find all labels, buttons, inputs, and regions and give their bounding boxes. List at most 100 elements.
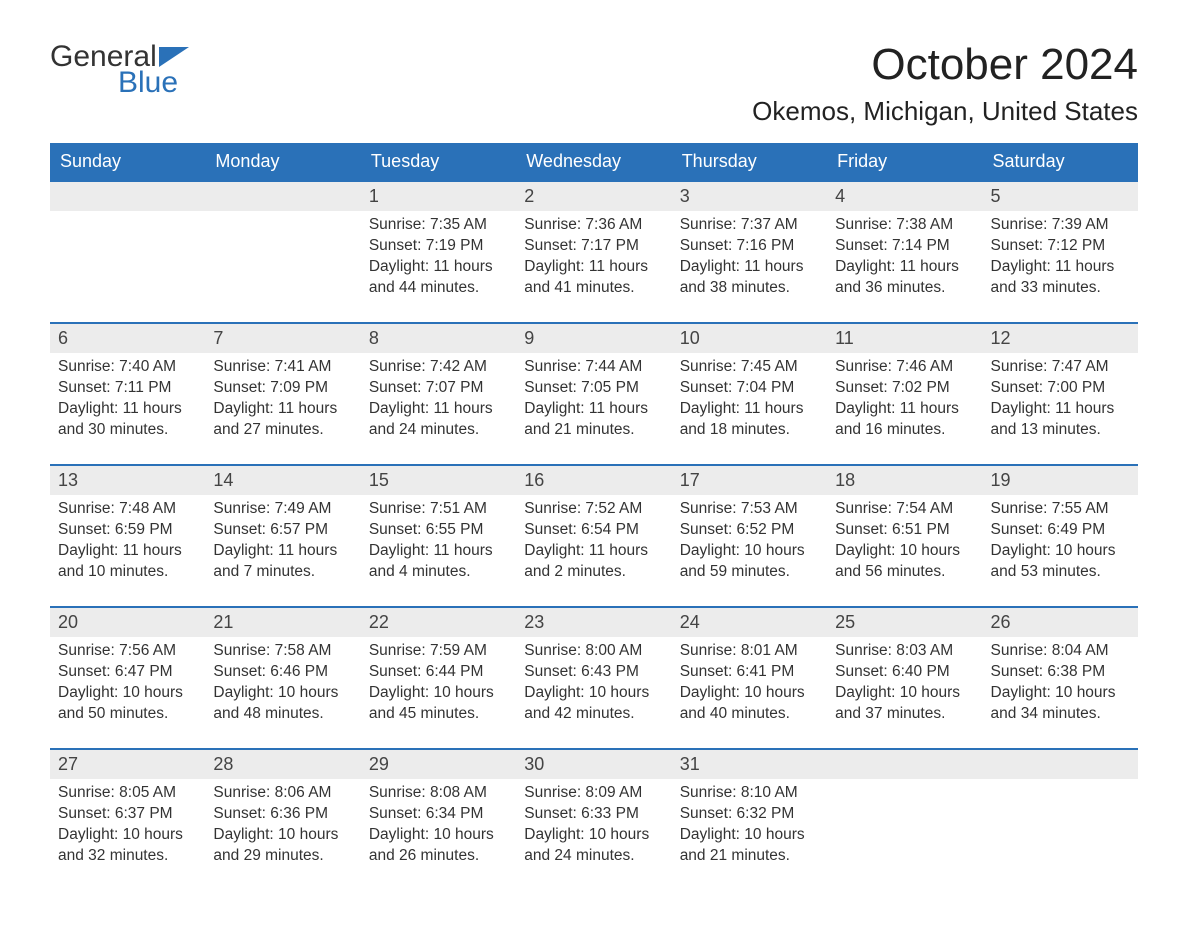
sunset-text: Sunset: 7:05 PM — [524, 378, 663, 399]
sunrise-text: Sunrise: 7:56 AM — [58, 641, 197, 662]
sunrise-text: Sunrise: 8:08 AM — [369, 783, 508, 804]
day-cell: 25Sunrise: 8:03 AMSunset: 6:40 PMDayligh… — [827, 608, 982, 748]
day-cell — [205, 182, 360, 322]
day-body: Sunrise: 7:45 AMSunset: 7:04 PMDaylight:… — [672, 353, 827, 451]
day-number: 10 — [672, 324, 827, 353]
sunrise-text: Sunrise: 7:58 AM — [213, 641, 352, 662]
day-body: Sunrise: 7:59 AMSunset: 6:44 PMDaylight:… — [361, 637, 516, 735]
weekday-saturday: Saturday — [983, 143, 1138, 180]
day-body: Sunrise: 7:56 AMSunset: 6:47 PMDaylight:… — [50, 637, 205, 735]
day-number — [50, 182, 205, 211]
sunrise-text: Sunrise: 7:55 AM — [991, 499, 1130, 520]
day-cell: 27Sunrise: 8:05 AMSunset: 6:37 PMDayligh… — [50, 750, 205, 890]
day-body: Sunrise: 7:44 AMSunset: 7:05 PMDaylight:… — [516, 353, 671, 451]
day-body: Sunrise: 8:10 AMSunset: 6:32 PMDaylight:… — [672, 779, 827, 877]
day-body — [205, 211, 360, 225]
day-body — [827, 779, 982, 793]
sunrise-text: Sunrise: 7:42 AM — [369, 357, 508, 378]
sunset-text: Sunset: 6:40 PM — [835, 662, 974, 683]
daylight-text: Daylight: 11 hours and 24 minutes. — [369, 399, 508, 441]
day-cell: 3Sunrise: 7:37 AMSunset: 7:16 PMDaylight… — [672, 182, 827, 322]
day-cell: 4Sunrise: 7:38 AMSunset: 7:14 PMDaylight… — [827, 182, 982, 322]
week-row: 13Sunrise: 7:48 AMSunset: 6:59 PMDayligh… — [50, 464, 1138, 606]
daylight-text: Daylight: 10 hours and 29 minutes. — [213, 825, 352, 867]
sunset-text: Sunset: 6:33 PM — [524, 804, 663, 825]
day-cell: 11Sunrise: 7:46 AMSunset: 7:02 PMDayligh… — [827, 324, 982, 464]
daylight-text: Daylight: 10 hours and 59 minutes. — [680, 541, 819, 583]
logo: General Blue — [50, 40, 189, 100]
sunset-text: Sunset: 7:19 PM — [369, 236, 508, 257]
weekday-monday: Monday — [205, 143, 360, 180]
day-cell: 8Sunrise: 7:42 AMSunset: 7:07 PMDaylight… — [361, 324, 516, 464]
day-number: 24 — [672, 608, 827, 637]
sunset-text: Sunset: 6:43 PM — [524, 662, 663, 683]
daylight-text: Daylight: 10 hours and 32 minutes. — [58, 825, 197, 867]
weekday-wednesday: Wednesday — [516, 143, 671, 180]
day-cell: 28Sunrise: 8:06 AMSunset: 6:36 PMDayligh… — [205, 750, 360, 890]
sunrise-text: Sunrise: 7:47 AM — [991, 357, 1130, 378]
daylight-text: Daylight: 11 hours and 21 minutes. — [524, 399, 663, 441]
daylight-text: Daylight: 10 hours and 50 minutes. — [58, 683, 197, 725]
daylight-text: Daylight: 11 hours and 27 minutes. — [213, 399, 352, 441]
day-number: 11 — [827, 324, 982, 353]
logo-flag-icon — [159, 47, 189, 67]
sunset-text: Sunset: 6:37 PM — [58, 804, 197, 825]
sunrise-text: Sunrise: 7:53 AM — [680, 499, 819, 520]
daylight-text: Daylight: 11 hours and 16 minutes. — [835, 399, 974, 441]
day-number: 3 — [672, 182, 827, 211]
sunrise-text: Sunrise: 7:49 AM — [213, 499, 352, 520]
day-cell: 15Sunrise: 7:51 AMSunset: 6:55 PMDayligh… — [361, 466, 516, 606]
daylight-text: Daylight: 11 hours and 18 minutes. — [680, 399, 819, 441]
day-number: 21 — [205, 608, 360, 637]
sunset-text: Sunset: 7:12 PM — [991, 236, 1130, 257]
daylight-text: Daylight: 11 hours and 44 minutes. — [369, 257, 508, 299]
sunrise-text: Sunrise: 7:45 AM — [680, 357, 819, 378]
day-cell: 22Sunrise: 7:59 AMSunset: 6:44 PMDayligh… — [361, 608, 516, 748]
day-number: 1 — [361, 182, 516, 211]
day-body: Sunrise: 7:46 AMSunset: 7:02 PMDaylight:… — [827, 353, 982, 451]
day-number: 9 — [516, 324, 671, 353]
day-cell: 6Sunrise: 7:40 AMSunset: 7:11 PMDaylight… — [50, 324, 205, 464]
daylight-text: Daylight: 10 hours and 48 minutes. — [213, 683, 352, 725]
day-cell — [983, 750, 1138, 890]
sunset-text: Sunset: 6:59 PM — [58, 520, 197, 541]
daylight-text: Daylight: 10 hours and 26 minutes. — [369, 825, 508, 867]
day-cell: 24Sunrise: 8:01 AMSunset: 6:41 PMDayligh… — [672, 608, 827, 748]
day-number: 2 — [516, 182, 671, 211]
sunrise-text: Sunrise: 8:00 AM — [524, 641, 663, 662]
day-number: 25 — [827, 608, 982, 637]
sunset-text: Sunset: 6:47 PM — [58, 662, 197, 683]
weekday-header-row: Sunday Monday Tuesday Wednesday Thursday… — [50, 143, 1138, 180]
day-cell: 2Sunrise: 7:36 AMSunset: 7:17 PMDaylight… — [516, 182, 671, 322]
sunset-text: Sunset: 7:14 PM — [835, 236, 974, 257]
day-number: 31 — [672, 750, 827, 779]
day-cell: 9Sunrise: 7:44 AMSunset: 7:05 PMDaylight… — [516, 324, 671, 464]
day-body: Sunrise: 7:53 AMSunset: 6:52 PMDaylight:… — [672, 495, 827, 593]
sunset-text: Sunset: 6:54 PM — [524, 520, 663, 541]
sunrise-text: Sunrise: 8:03 AM — [835, 641, 974, 662]
day-cell: 1 Sunrise: 7:35 AMSunset: 7:19 PMDaylight… — [361, 182, 516, 322]
daylight-text: Daylight: 10 hours and 40 minutes. — [680, 683, 819, 725]
day-cell: 12Sunrise: 7:47 AMSunset: 7:00 PMDayligh… — [983, 324, 1138, 464]
sunrise-text: Sunrise: 7:59 AM — [369, 641, 508, 662]
day-number: 12 — [983, 324, 1138, 353]
sunrise-text: Sunrise: 7:35 AM — [369, 215, 508, 236]
day-body: Sunrise: 7:48 AMSunset: 6:59 PMDaylight:… — [50, 495, 205, 593]
day-number: 27 — [50, 750, 205, 779]
location: Okemos, Michigan, United States — [752, 96, 1138, 127]
sunset-text: Sunset: 6:34 PM — [369, 804, 508, 825]
sunset-text: Sunset: 6:36 PM — [213, 804, 352, 825]
sunrise-text: Sunrise: 8:06 AM — [213, 783, 352, 804]
day-cell — [50, 182, 205, 322]
sunset-text: Sunset: 6:38 PM — [991, 662, 1130, 683]
daylight-text: Daylight: 11 hours and 36 minutes. — [835, 257, 974, 299]
day-cell: 26Sunrise: 8:04 AMSunset: 6:38 PMDayligh… — [983, 608, 1138, 748]
sunrise-text: Sunrise: 7:48 AM — [58, 499, 197, 520]
day-body: Sunrise: 7:38 AMSunset: 7:14 PMDaylight:… — [827, 211, 982, 309]
sunset-text: Sunset: 7:07 PM — [369, 378, 508, 399]
day-cell: 23Sunrise: 8:00 AMSunset: 6:43 PMDayligh… — [516, 608, 671, 748]
daylight-text: Daylight: 11 hours and 2 minutes. — [524, 541, 663, 583]
day-body: Sunrise: 8:09 AMSunset: 6:33 PMDaylight:… — [516, 779, 671, 877]
day-body: Sunrise: 8:06 AMSunset: 6:36 PMDaylight:… — [205, 779, 360, 877]
sunrise-text: Sunrise: 7:38 AM — [835, 215, 974, 236]
